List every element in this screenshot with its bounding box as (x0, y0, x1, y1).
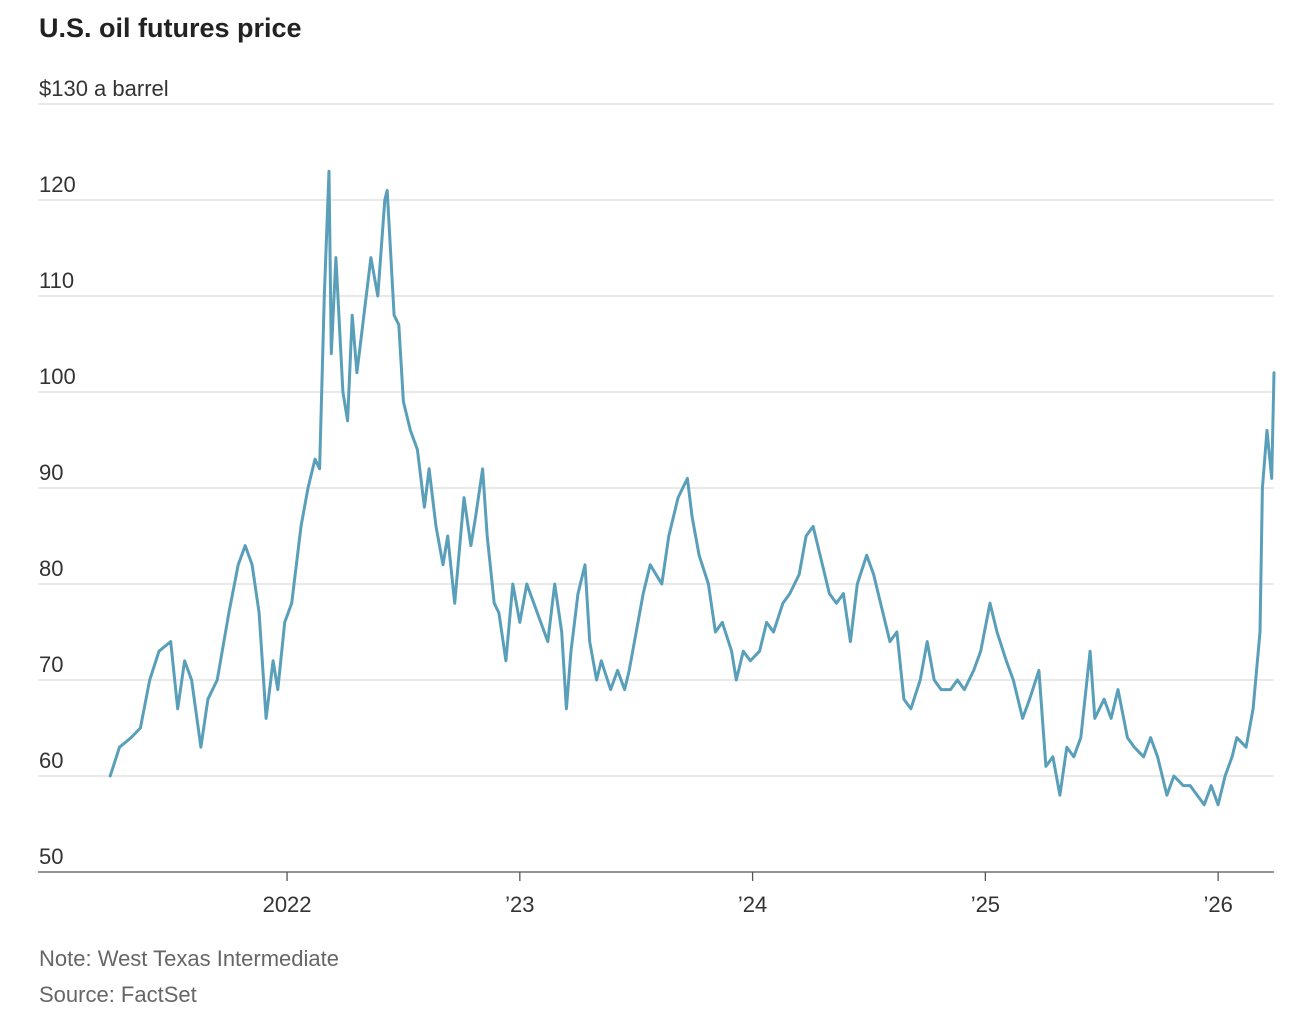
x-tick-label: ’25 (971, 892, 1000, 917)
y-tick-label: 90 (39, 460, 63, 485)
y-tick-label: 50 (39, 844, 63, 869)
x-tick-label: ’26 (1203, 892, 1232, 917)
x-tick-label: ’24 (738, 892, 767, 917)
chart-title: U.S. oil futures price (39, 13, 302, 43)
y-tick-label: 120 (39, 172, 76, 197)
y-tick-label: $130 a barrel (39, 76, 169, 101)
x-tick-label: 2022 (263, 892, 312, 917)
price-line (108, 169, 1276, 807)
note: Note: West Texas Intermediate (39, 946, 339, 971)
y-tick-label: 60 (39, 748, 63, 773)
x-tick-label: ’23 (505, 892, 534, 917)
y-tick-label: 80 (39, 556, 63, 581)
y-tick-label: 110 (39, 268, 74, 293)
y-tick-label: 70 (39, 652, 63, 677)
y-tick-label: 100 (39, 364, 76, 389)
source: Source: FactSet (39, 982, 197, 1007)
